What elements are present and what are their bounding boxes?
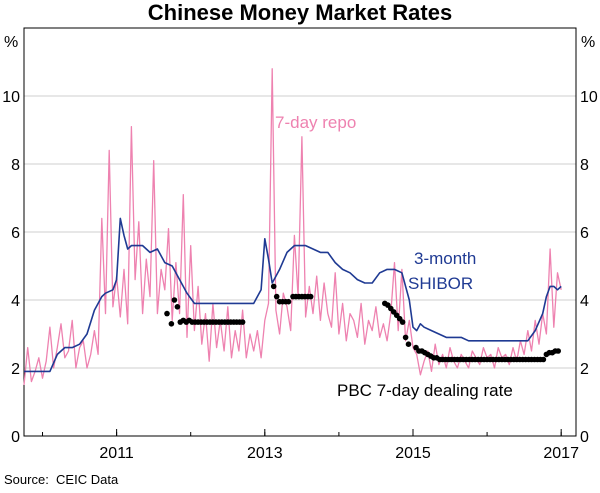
pbc-point bbox=[399, 319, 406, 325]
x-tick-label: 2015 bbox=[395, 445, 431, 462]
x-tick-label: 2011 bbox=[99, 445, 134, 462]
source-note: Source: CEIC Data bbox=[4, 472, 118, 487]
repo-annotation: 7-day repo bbox=[275, 113, 356, 132]
x-tick-label: 2013 bbox=[247, 445, 283, 462]
source-value: CEIC Data bbox=[56, 472, 119, 487]
pbc-point bbox=[402, 334, 409, 341]
y-tick-label-left: 10 bbox=[2, 89, 20, 106]
pbc-point bbox=[174, 304, 181, 310]
pbc-point bbox=[273, 293, 280, 300]
y-tick-label-left: 4 bbox=[11, 293, 20, 310]
pbc-point bbox=[168, 321, 175, 327]
pbc-point bbox=[540, 356, 547, 363]
y-axis-unit-left: % bbox=[4, 34, 18, 51]
pbc-point bbox=[270, 283, 277, 290]
y-tick-label-right: 4 bbox=[580, 293, 589, 310]
x-tick-label: 2017 bbox=[543, 445, 579, 462]
y-tick-label-right: 2 bbox=[580, 361, 589, 378]
y-axis-unit-right: % bbox=[581, 34, 595, 51]
pbc-point bbox=[285, 298, 292, 305]
pbc-point bbox=[164, 310, 170, 317]
pbc-point bbox=[239, 319, 246, 325]
pbc-annotation: PBC 7-day dealing rate bbox=[337, 381, 513, 400]
source-label: Source: bbox=[4, 472, 49, 487]
series-layer bbox=[23, 68, 562, 386]
y-tick-label-right: 0 bbox=[580, 429, 589, 446]
y-tick-label-right: 10 bbox=[580, 89, 598, 106]
y-tick-label-left: 0 bbox=[11, 429, 20, 446]
chart-title: Chinese Money Market Rates bbox=[147, 0, 453, 25]
pbc-point bbox=[307, 293, 314, 300]
shibor-annotation-line1: 3-month bbox=[414, 249, 476, 268]
repo-line bbox=[23, 68, 562, 386]
shibor-line bbox=[24, 217, 562, 373]
y-tick-label-right: 6 bbox=[580, 225, 589, 242]
pbc-point bbox=[555, 348, 561, 354]
pbc-point bbox=[405, 341, 412, 348]
shibor-annotation-line2: SHIBOR bbox=[408, 274, 473, 293]
y-tick-label-right: 8 bbox=[580, 157, 589, 174]
y-tick-label-left: 8 bbox=[11, 157, 20, 174]
axes: 0 0 2 2 4 4 6 6 8 8 10 10 2011 2013 2015 2017 bbox=[2, 89, 598, 462]
pbc-point bbox=[171, 297, 178, 303]
plot-frame bbox=[23, 27, 577, 437]
y-tick-label-left: 6 bbox=[11, 225, 20, 242]
y-tick-label-left: 2 bbox=[11, 361, 20, 378]
